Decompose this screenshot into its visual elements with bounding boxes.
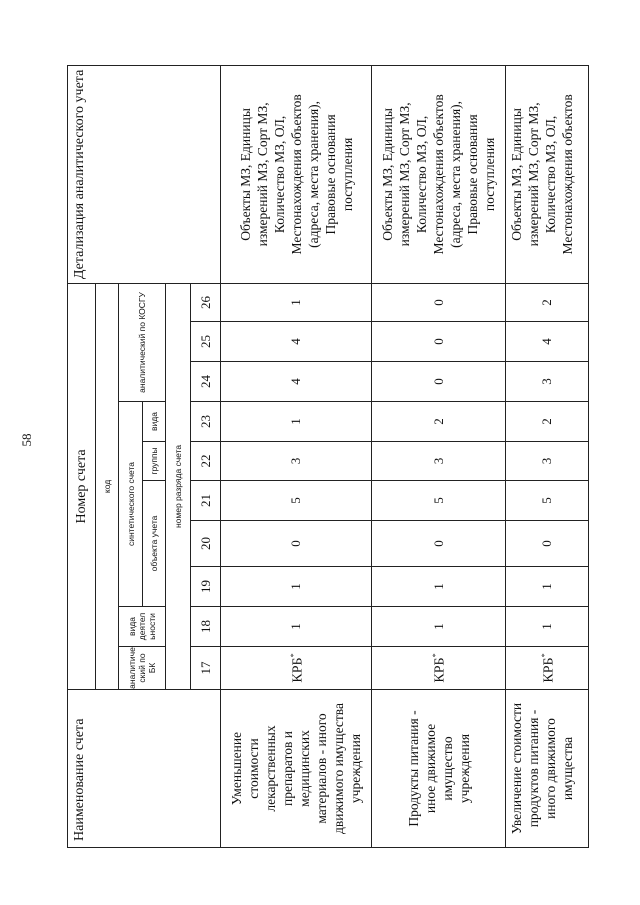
digit-header: 19: [190, 566, 221, 607]
digit-cell: 1: [505, 566, 589, 607]
digit-header: 24: [190, 361, 221, 402]
digit-cell: 5: [220, 480, 372, 521]
digit-cell: 1: [505, 606, 589, 647]
digit-header: 23: [190, 401, 221, 442]
digit-cell: 5: [505, 480, 589, 521]
page-number: 58: [19, 433, 34, 447]
header-analytic-bk: аналитиче ский по БК: [118, 646, 166, 690]
header-activity-type: вида деятел ьности: [118, 606, 166, 647]
digit-header: 25: [190, 321, 221, 362]
detail-cell: Объекты МЗ, Единицы измерений МЗ, Сорт М…: [505, 65, 589, 284]
digit-cell: 1: [371, 606, 506, 647]
header-account-number: Номер счета: [67, 283, 96, 690]
digit-cell: 1: [220, 606, 372, 647]
header-accounting-object: объекта учета: [142, 480, 166, 607]
table-row: Увеличение стоимости продуктов питания -…: [505, 65, 589, 848]
header-code: код: [95, 283, 119, 690]
digit-cell: 0: [505, 520, 589, 567]
rotated-table-container: Наименование счета Номер счета Детализац…: [67, 65, 589, 848]
account-name: Уменьшение стоимости лекарственных препа…: [220, 689, 372, 848]
digit-cell: 3: [505, 361, 589, 402]
table-row: Уменьшение стоимости лекарственных препа…: [220, 65, 372, 848]
digit-cell: 4: [505, 321, 589, 362]
digit-cell: 0: [371, 321, 506, 362]
digit-cell: 1: [220, 401, 372, 442]
header-type: вида: [142, 401, 166, 442]
digit-cell: 3: [505, 441, 589, 481]
digit-cell: 2: [505, 401, 589, 442]
digit-cell: 1: [371, 566, 506, 607]
digit-cell: 2: [371, 401, 506, 442]
header-account-name: Наименование счета: [67, 689, 221, 848]
digit-cell: 0: [371, 283, 506, 322]
detail-cell: Объекты МЗ, Единицы измерений МЗ, Сорт М…: [220, 65, 372, 284]
header-group: группы: [142, 441, 166, 481]
header-synthetic: синтетического счета: [118, 401, 143, 607]
digit-header: 21: [190, 480, 221, 521]
krb-cell: КРБ*: [220, 646, 372, 690]
digit-cell: 3: [371, 441, 506, 481]
digit-cell: 2: [505, 283, 589, 322]
account-name: Увеличение стоимости продуктов питания -…: [505, 689, 589, 848]
account-name: Продукты питания - иное движимое имущест…: [371, 689, 506, 848]
digit-header: 18: [190, 606, 221, 647]
digit-cell: 0: [371, 361, 506, 402]
digit-cell: 1: [220, 566, 372, 607]
digit-header: 26: [190, 283, 221, 322]
detail-cell: Объекты МЗ, Единицы измерений МЗ, Сорт М…: [371, 65, 506, 284]
header-analytic-kosgu: аналитический по КОСГУ: [118, 283, 166, 402]
digit-header: 22: [190, 441, 221, 481]
digit-cell: 4: [220, 361, 372, 402]
krb-cell: КРБ*: [505, 646, 589, 690]
table-row: Продукты питания - иное движимое имущест…: [371, 65, 506, 848]
accounts-table: Наименование счета Номер счета Детализац…: [67, 65, 589, 848]
digit-header: 17: [190, 646, 221, 690]
header-digit-number: номер разряда счета: [165, 283, 191, 690]
digit-cell: 3: [220, 441, 372, 481]
digit-header: 20: [190, 520, 221, 567]
digit-cell: 0: [220, 520, 372, 567]
krb-cell: КРБ*: [371, 646, 506, 690]
digit-cell: 5: [371, 480, 506, 521]
digit-cell: 4: [220, 321, 372, 362]
header-detail: Детализация аналитического учета: [67, 65, 221, 284]
digit-cell: 1: [220, 283, 372, 322]
digit-cell: 0: [371, 520, 506, 567]
